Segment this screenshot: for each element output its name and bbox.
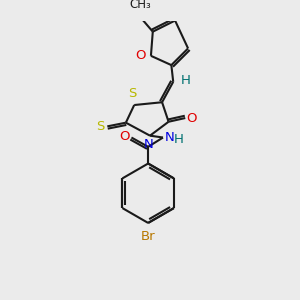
- Text: H: H: [181, 74, 190, 87]
- Text: O: O: [120, 130, 130, 143]
- Text: O: O: [187, 112, 197, 124]
- Text: N: N: [143, 137, 153, 151]
- Text: S: S: [97, 120, 105, 133]
- Text: CH₃: CH₃: [129, 0, 151, 11]
- Text: H: H: [174, 133, 184, 146]
- Text: S: S: [128, 87, 136, 101]
- Text: Br: Br: [141, 230, 155, 243]
- Text: N: N: [165, 131, 175, 144]
- Text: O: O: [135, 49, 146, 62]
